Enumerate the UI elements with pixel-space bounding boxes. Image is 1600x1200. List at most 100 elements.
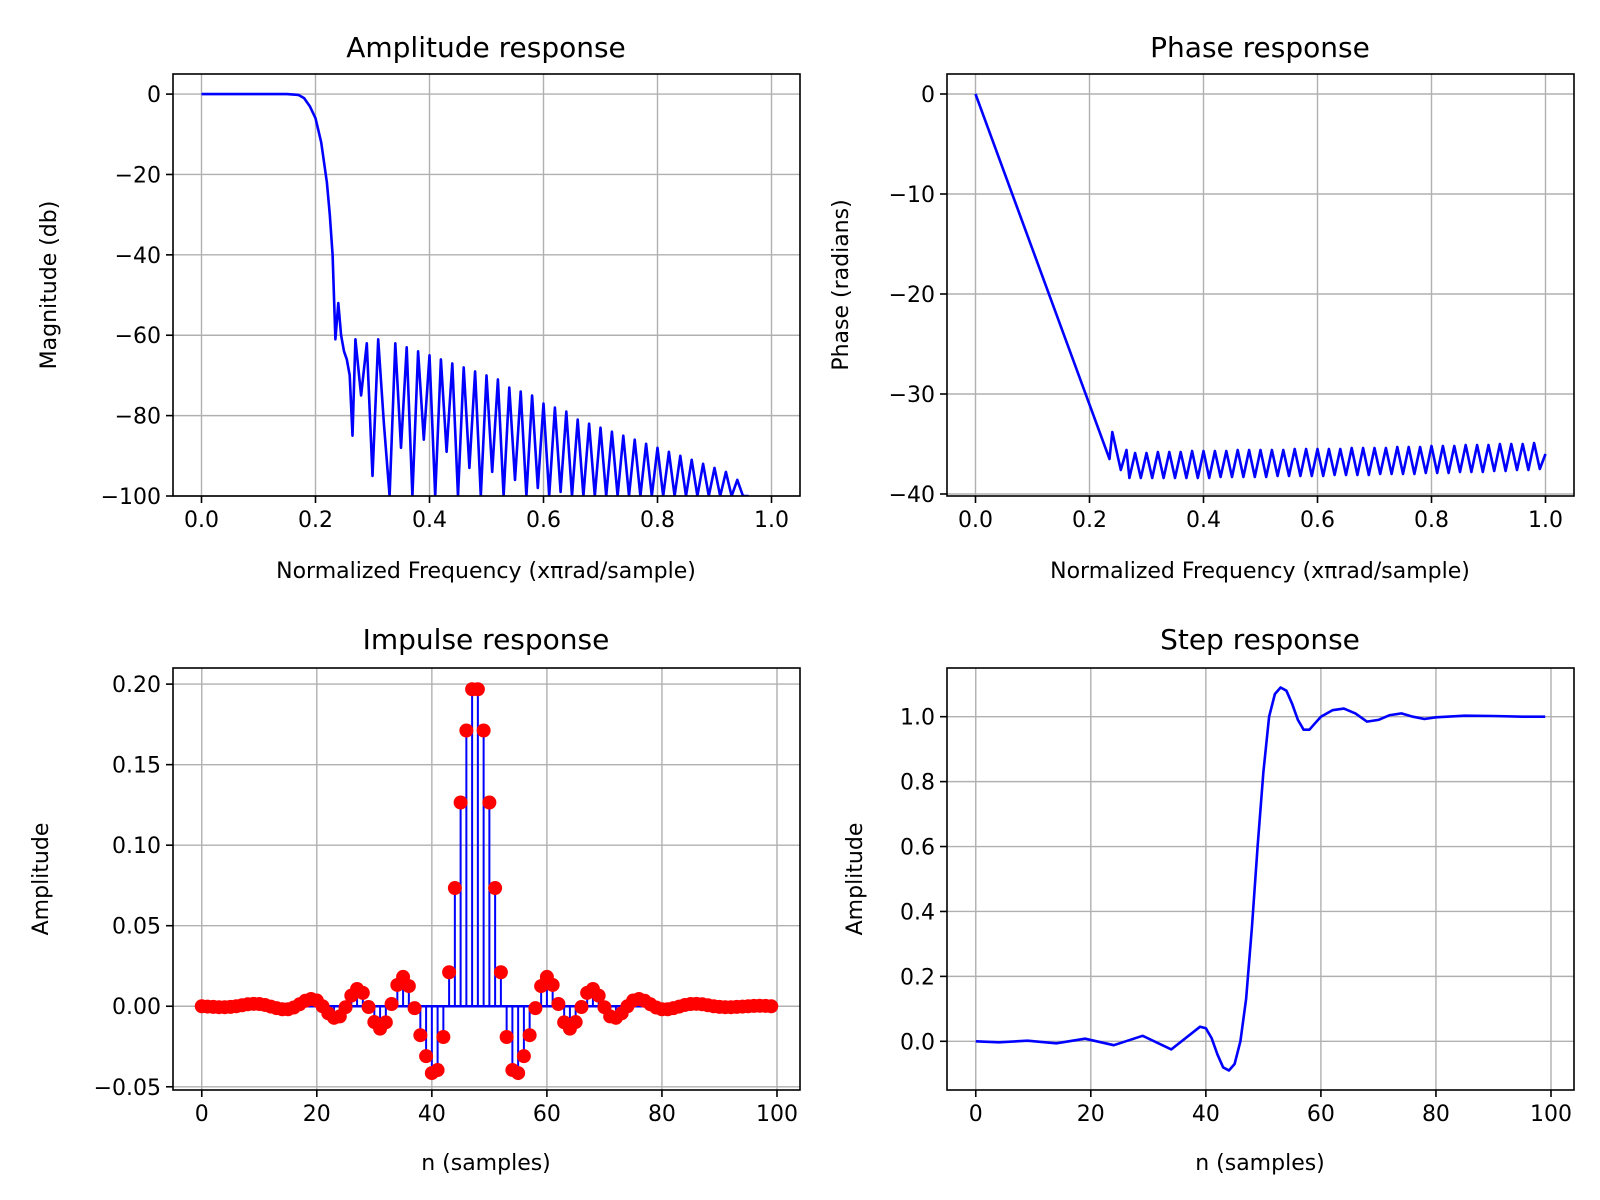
impulse-frame	[172, 667, 801, 1091]
step-xtick-label: 40	[1192, 1102, 1220, 1127]
impulse-panel: 0 20 40 60 80 100 0.20 0.15 0.10 0.05 0.00 −0.05 Im…	[29, 623, 801, 1176]
impulse-marker	[591, 988, 606, 1003]
impulse-xtick-label: 0	[195, 1102, 209, 1127]
step-ylabel: Amplitude	[843, 823, 868, 936]
amplitude-xlabel: Normalized Frequency (xπrad/sample)	[276, 559, 696, 584]
amplitude-ytick-label: −20	[115, 163, 161, 188]
impulse-marker	[384, 996, 399, 1011]
amplitude-ylabel: Magnitude (db)	[37, 201, 62, 370]
step-ytick-label: 1.0	[900, 706, 935, 731]
step-title: Step response	[1160, 623, 1360, 656]
phase-plot	[974, 93, 1547, 480]
phase-xtick-label: 1.0	[1528, 508, 1563, 533]
impulse-marker	[516, 1049, 531, 1064]
step-series-line	[975, 686, 1546, 1072]
impulse-marker	[447, 881, 462, 896]
step-ytick-label: 0.0	[900, 1030, 935, 1055]
amplitude-ytick-label: −80	[115, 405, 161, 430]
step-ytick-label: 0.4	[900, 900, 935, 925]
step-xtick-label: 60	[1307, 1102, 1335, 1127]
amplitude-xtick-label: 1.0	[754, 508, 789, 533]
step-ytick-label: 0.8	[900, 771, 935, 796]
phase-xtick-label: 0.6	[1300, 508, 1335, 533]
amplitude-series-line	[201, 92, 749, 496]
impulse-marker	[511, 1066, 526, 1081]
impulse-marker	[419, 1049, 434, 1064]
phase-title: Phase response	[1150, 31, 1370, 64]
impulse-marker	[499, 1030, 514, 1045]
phase-xtick-label: 0.0	[958, 508, 993, 533]
amplitude-panel: 0.0 0.2 0.4 0.6 0.8 1.0 0 −20 −40 −60 −80 −100 Ampl…	[37, 31, 801, 584]
impulse-xtick-label: 100	[756, 1102, 798, 1127]
impulse-ytick-label: 0.10	[112, 834, 161, 859]
impulse-marker	[413, 1028, 428, 1043]
step-xlabel: n (samples)	[1195, 1151, 1325, 1176]
phase-xtick-label: 0.2	[1072, 508, 1107, 533]
impulse-title: Impulse response	[363, 623, 610, 656]
step-ytick-label: 0.6	[900, 836, 935, 861]
impulse-xtick-label: 60	[533, 1102, 561, 1127]
phase-xtick-label: 0.8	[1414, 508, 1449, 533]
impulse-marker	[436, 1030, 451, 1045]
phase-ytick-label: −40	[889, 483, 935, 508]
phase-ylabel: Phase (radians)	[829, 199, 854, 370]
phase-xtick-label: 0.4	[1186, 508, 1221, 533]
impulse-marker	[545, 977, 560, 992]
impulse-marker	[764, 999, 779, 1014]
phase-xlabel: Normalized Frequency (xπrad/sample)	[1050, 559, 1470, 584]
step-xtick-label: 20	[1077, 1102, 1105, 1127]
impulse-marker	[361, 1000, 376, 1015]
amplitude-xtick-label: 0.6	[526, 508, 561, 533]
impulse-ticks: 0 20 40 60 80 100 0.20 0.15 0.10 0.05 0.00 −0.05	[94, 673, 798, 1127]
amplitude-plot	[201, 92, 749, 496]
amplitude-title: Amplitude response	[346, 31, 626, 64]
impulse-ytick-label: −0.05	[94, 1076, 161, 1101]
amplitude-ytick-label: 0	[147, 83, 161, 108]
impulse-ytick-label: 0.15	[112, 754, 161, 779]
step-panel: 0 20 40 60 80 100 1.0 0.8 0.6 0.4 0.2 0.0 Step resp…	[843, 623, 1575, 1176]
impulse-marker	[574, 1000, 589, 1015]
phase-ytick-label: −30	[889, 383, 935, 408]
phase-ytick-label: −20	[889, 283, 935, 308]
impulse-marker	[453, 795, 468, 810]
impulse-ytick-label: 0.20	[112, 673, 161, 698]
impulse-xtick-label: 80	[648, 1102, 676, 1127]
impulse-marker	[482, 795, 497, 810]
amplitude-ytick-label: −100	[101, 485, 161, 510]
impulse-xlabel: n (samples)	[421, 1151, 551, 1176]
impulse-marker	[470, 682, 485, 697]
step-xtick-label: 80	[1422, 1102, 1450, 1127]
impulse-marker	[378, 1015, 393, 1030]
step-ticks: 0 20 40 60 80 100 1.0 0.8 0.6 0.4 0.2 0.0	[900, 706, 1572, 1127]
impulse-marker	[568, 1015, 583, 1030]
amplitude-ticks: 0.0 0.2 0.4 0.6 0.8 1.0 0 −20 −40 −60 −80 −100	[101, 83, 789, 533]
impulse-marker	[459, 723, 474, 738]
amplitude-frame	[172, 73, 801, 497]
impulse-ytick-label: 0.00	[112, 995, 161, 1020]
phase-ticks: 0.0 0.2 0.4 0.6 0.8 1.0 0 −10 −20 −30 −40	[889, 83, 1563, 533]
impulse-plot	[194, 682, 779, 1081]
phase-ytick-label: 0	[921, 83, 935, 108]
impulse-marker	[407, 1001, 422, 1016]
step-plot	[975, 686, 1546, 1072]
impulse-marker	[476, 723, 491, 738]
impulse-marker	[522, 1028, 537, 1043]
impulse-marker	[551, 996, 566, 1011]
step-frame	[946, 667, 1575, 1091]
impulse-marker	[401, 979, 416, 994]
amplitude-xtick-label: 0.8	[640, 508, 675, 533]
impulse-marker	[442, 965, 457, 980]
phase-grid	[947, 74, 1574, 496]
phase-frame	[946, 73, 1575, 497]
step-xtick-label: 0	[969, 1102, 983, 1127]
step-xtick-label: 100	[1530, 1102, 1572, 1127]
phase-ytick-label: −10	[889, 183, 935, 208]
step-grid	[947, 668, 1574, 1090]
impulse-marker	[528, 1001, 543, 1016]
amplitude-ytick-label: −60	[115, 324, 161, 349]
amplitude-xtick-label: 0.2	[298, 508, 333, 533]
impulse-marker	[430, 1063, 445, 1078]
amplitude-grid	[173, 74, 800, 497]
phase-series-line	[974, 93, 1547, 480]
